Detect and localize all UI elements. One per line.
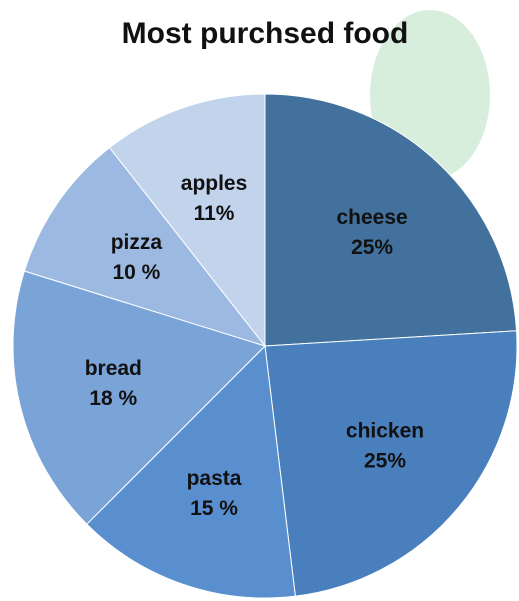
slice-label: apples — [181, 172, 248, 195]
slice-value-label: 10 % — [112, 261, 160, 284]
pie-slice — [23, 146, 267, 347]
pie-slice — [86, 344, 296, 599]
slice-label: chicken — [346, 420, 424, 443]
slice-value-label: 18 % — [89, 387, 137, 410]
slice-label: pasta — [187, 467, 242, 490]
slice-label: bread — [85, 357, 142, 380]
slice-label: cheese — [336, 206, 407, 229]
pie-slice — [12, 270, 266, 525]
slice-value-label: 25% — [351, 236, 393, 259]
chart-title: Most purchsed food — [122, 17, 409, 50]
slice-value-label: 25% — [364, 450, 406, 473]
slice-value-label: 15 % — [190, 497, 238, 520]
slice-label: pizza — [111, 231, 163, 254]
pie-slice — [108, 93, 266, 348]
slice-value-label: 11% — [194, 202, 235, 225]
pie-slice — [264, 330, 518, 597]
pie-slice — [264, 93, 518, 347]
